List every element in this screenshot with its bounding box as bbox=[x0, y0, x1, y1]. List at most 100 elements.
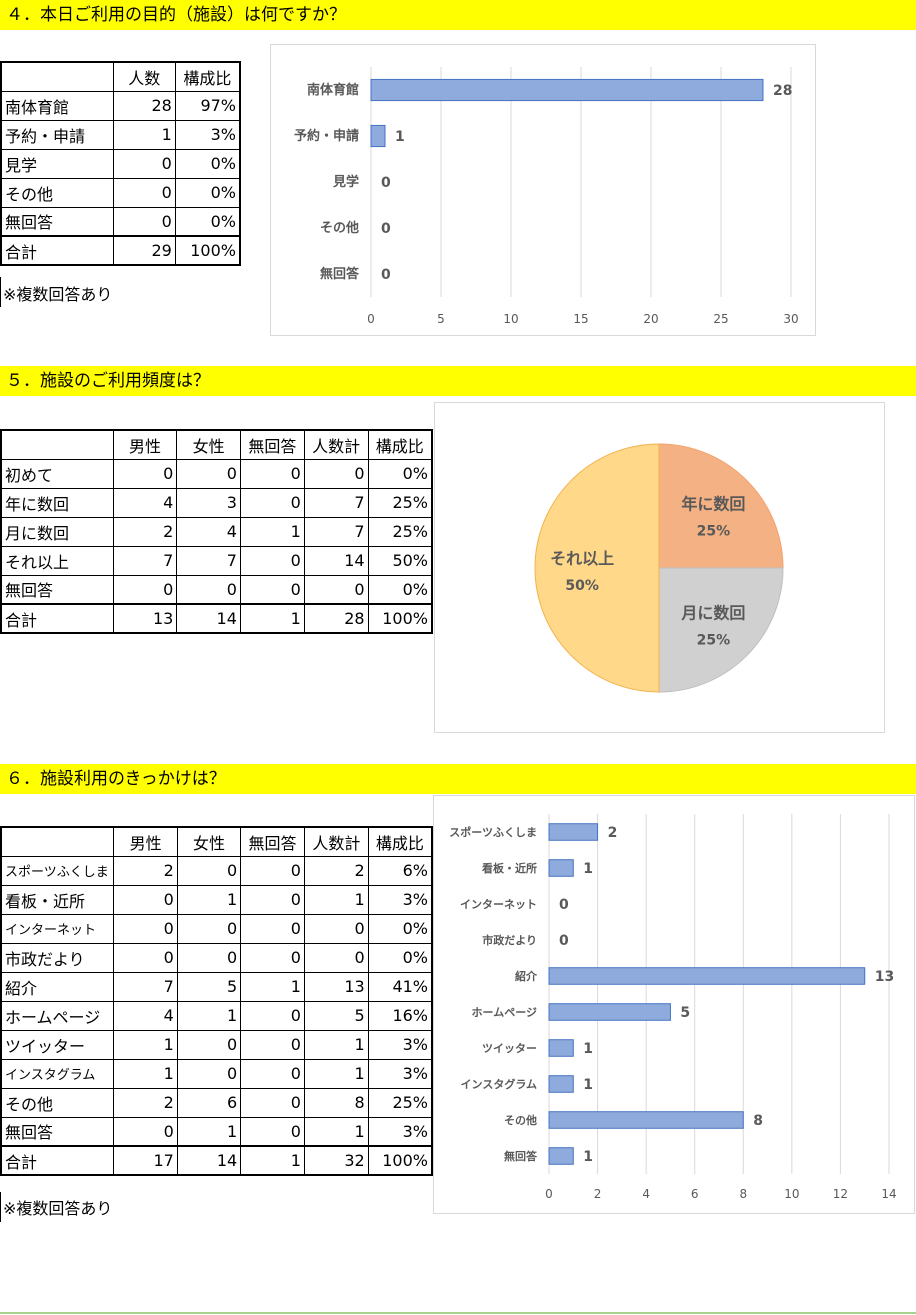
q4-header-count: 人数 bbox=[112, 61, 176, 92]
table-row: 市政だより 0 0 0 0 0% bbox=[0, 942, 433, 973]
table-row: インスタグラム 1 0 0 1 3% bbox=[0, 1058, 433, 1089]
q4-header-ratio: 構成比 bbox=[174, 61, 241, 92]
row-female: 1 bbox=[176, 884, 242, 915]
row-label: ホームページ bbox=[0, 1000, 115, 1031]
data-label: 0 bbox=[381, 175, 391, 191]
row-label: インスタグラム bbox=[0, 1058, 115, 1089]
category-label: その他 bbox=[320, 220, 359, 236]
row-ratio: 16% bbox=[367, 1000, 433, 1031]
q6-header-sum: 人数計 bbox=[303, 826, 369, 857]
total-row: 合計 29 100% bbox=[0, 235, 241, 266]
row-noanswer: 0 bbox=[239, 487, 305, 518]
row-noanswer: 1 bbox=[240, 971, 305, 1002]
row-ratio: 0% bbox=[367, 913, 433, 944]
x-tick-label: 12 bbox=[833, 1187, 848, 1201]
row-female: 4 bbox=[176, 516, 241, 547]
data-label: 2 bbox=[608, 825, 618, 841]
x-tick-label: 2 bbox=[594, 1187, 602, 1201]
row-label: インターネット bbox=[0, 913, 115, 944]
row-ratio: 50% bbox=[367, 545, 433, 576]
row-label: 年に数回 bbox=[0, 487, 114, 518]
slice-label: 年に数回 bbox=[681, 495, 745, 514]
category-label: 市政だより bbox=[482, 933, 537, 947]
row-ratio: 3% bbox=[367, 1058, 433, 1089]
x-tick-label: 14 bbox=[881, 1187, 896, 1201]
total-male: 13 bbox=[112, 603, 178, 634]
row-label: 見学 bbox=[0, 148, 114, 179]
x-tick-label: 20 bbox=[643, 312, 658, 326]
table-row: ホームページ 4 1 0 5 16% bbox=[0, 1000, 433, 1031]
table-row: 看板・近所 0 1 0 1 3% bbox=[0, 884, 433, 915]
category-label: その他 bbox=[504, 1113, 537, 1127]
x-tick-label: 0 bbox=[545, 1187, 553, 1201]
row-ratio: 41% bbox=[367, 971, 433, 1002]
row-count: 0 bbox=[112, 148, 176, 179]
row-sum: 0 bbox=[303, 574, 369, 605]
data-label: 0 bbox=[381, 221, 391, 237]
bar bbox=[548, 859, 574, 877]
pie-slice bbox=[658, 567, 784, 693]
x-tick-label: 10 bbox=[784, 1187, 799, 1201]
q5-header-noanswer: 無回答 bbox=[239, 429, 305, 460]
data-label: 8 bbox=[753, 1113, 763, 1129]
table-row: 紹介 7 5 1 13 41% bbox=[0, 971, 433, 1002]
row-male: 4 bbox=[113, 1000, 178, 1031]
row-noanswer: 0 bbox=[239, 458, 305, 489]
row-sum: 2 bbox=[303, 855, 369, 886]
slice-value-label: 25% bbox=[697, 524, 731, 540]
total-row: 合計 13 14 1 28 100% bbox=[0, 603, 433, 634]
total-sum: 32 bbox=[303, 1145, 369, 1176]
row-sum: 0 bbox=[303, 458, 369, 489]
row-ratio: 0% bbox=[174, 206, 241, 237]
table-row: 月に数回 2 4 1 7 25% bbox=[0, 516, 433, 547]
total-label: 合計 bbox=[0, 235, 114, 266]
row-ratio: 97% bbox=[174, 90, 241, 121]
data-label: 5 bbox=[680, 1005, 690, 1021]
table-row: インターネット 0 0 0 0 0% bbox=[0, 913, 433, 944]
category-label: 看板・近所 bbox=[482, 861, 537, 875]
row-noanswer: 0 bbox=[240, 913, 305, 944]
q6-table: 男性 女性 無回答 人数計 構成比 スポーツふくしま 2 0 0 2 6% 看板… bbox=[0, 826, 433, 1176]
q5-header-male: 男性 bbox=[112, 429, 178, 460]
q5-header-female: 女性 bbox=[176, 429, 241, 460]
row-noanswer: 0 bbox=[239, 545, 305, 576]
row-count: 0 bbox=[112, 177, 176, 208]
category-label: 紹介 bbox=[515, 969, 538, 983]
table-row: 無回答 0 1 0 1 3% bbox=[0, 1116, 433, 1147]
row-count: 0 bbox=[112, 206, 176, 237]
table-row: 無回答 0 0 0 0 0% bbox=[0, 574, 433, 605]
total-sum: 28 bbox=[303, 603, 369, 634]
row-ratio: 0% bbox=[367, 458, 433, 489]
row-sum: 1 bbox=[303, 884, 369, 915]
row-female: 3 bbox=[176, 487, 241, 518]
q6-header-row: 男性 女性 無回答 人数計 構成比 bbox=[0, 826, 433, 857]
table-row: 見学 0 0% bbox=[0, 148, 241, 179]
bar bbox=[370, 124, 386, 148]
q5-header-ratio: 構成比 bbox=[367, 429, 433, 460]
slice-value-label: 50% bbox=[565, 578, 599, 594]
row-noanswer: 0 bbox=[239, 574, 305, 605]
q4-note: ※複数回答あり bbox=[3, 285, 113, 304]
row-label: その他 bbox=[0, 1087, 115, 1118]
category-label: ツイッター bbox=[482, 1042, 537, 1055]
row-sum: 14 bbox=[303, 545, 369, 576]
q6-header-male: 男性 bbox=[113, 826, 178, 857]
q5-header-blank bbox=[0, 429, 114, 460]
row-male: 1 bbox=[113, 1029, 178, 1060]
x-tick-label: 6 bbox=[691, 1187, 699, 1201]
total-ratio: 100% bbox=[367, 1145, 433, 1176]
data-label: 0 bbox=[381, 267, 391, 283]
row-label: 看板・近所 bbox=[0, 884, 115, 915]
category-label: 予約・申請 bbox=[294, 128, 359, 144]
data-label: 1 bbox=[395, 129, 405, 145]
table-row: スポーツふくしま 2 0 0 2 6% bbox=[0, 855, 433, 886]
row-male: 2 bbox=[112, 516, 178, 547]
q6-divider bbox=[0, 1192, 1, 1222]
table-row: 年に数回 4 3 0 7 25% bbox=[0, 487, 433, 518]
pie-slice bbox=[658, 443, 784, 569]
data-label: 1 bbox=[583, 861, 593, 877]
row-label: スポーツふくしま bbox=[0, 855, 115, 886]
row-label: 月に数回 bbox=[0, 516, 114, 547]
bar bbox=[548, 967, 866, 985]
row-ratio: 3% bbox=[174, 119, 241, 150]
